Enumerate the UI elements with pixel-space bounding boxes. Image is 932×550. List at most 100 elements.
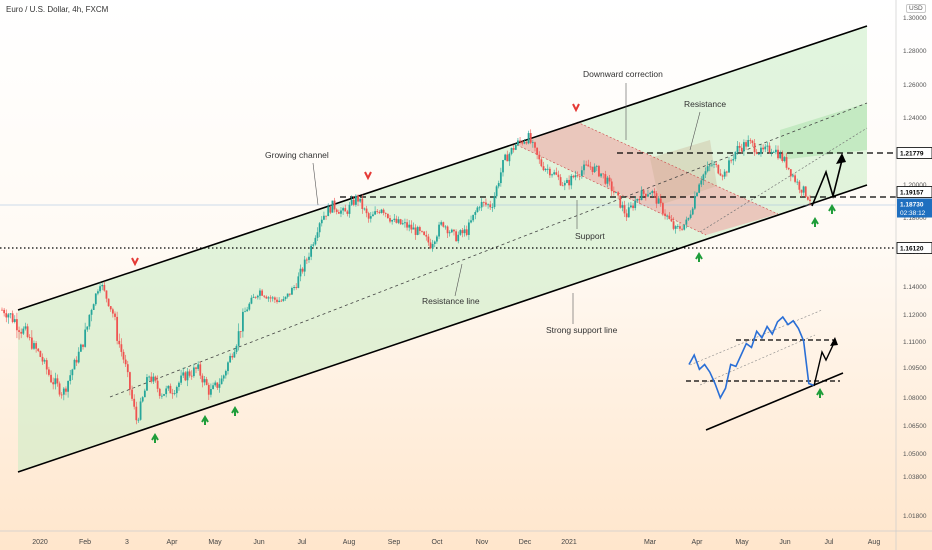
candle-body <box>359 198 362 202</box>
candle-body <box>13 319 16 322</box>
candle-body <box>531 142 534 144</box>
x-tick-label: Aug <box>868 539 881 546</box>
inset-support-line <box>705 372 844 431</box>
candle-body <box>789 169 792 177</box>
candle-body <box>48 369 50 375</box>
candle-body <box>367 213 370 219</box>
candle-body <box>749 140 752 141</box>
candle-body <box>141 397 144 402</box>
candle-body <box>188 371 191 376</box>
candle-body <box>399 219 402 225</box>
candle-body <box>167 385 170 389</box>
channel-fill <box>18 26 867 472</box>
candle-body <box>738 145 741 148</box>
candle-body <box>299 268 302 277</box>
candle-body <box>670 218 673 222</box>
channel-upper-line <box>17 25 868 311</box>
candle-body <box>467 222 470 235</box>
candle-body <box>393 218 396 220</box>
candle-body <box>186 371 189 381</box>
candle-body <box>65 388 67 392</box>
candle-body <box>178 382 180 387</box>
up-arrow-icon <box>231 406 239 416</box>
candle-body <box>150 376 153 382</box>
candle-body <box>137 419 140 421</box>
candle-body <box>224 371 227 376</box>
correction-channel <box>517 122 778 235</box>
candle-body <box>728 160 730 173</box>
candle-body <box>340 210 342 214</box>
candle-body <box>779 153 782 159</box>
price-tag <box>896 186 932 198</box>
price-tag-value: 1.19157 <box>900 190 924 197</box>
y-tick-label: 1.01800 <box>903 513 927 520</box>
candle-body <box>69 375 72 381</box>
candle-body <box>544 169 547 171</box>
candle-body <box>806 196 809 200</box>
candle-body <box>120 344 123 352</box>
candle-body <box>591 166 594 173</box>
candle-body <box>470 220 472 223</box>
candle-body <box>549 168 551 176</box>
candle-body <box>760 147 762 154</box>
candle-body <box>7 314 10 318</box>
candle-body <box>312 244 315 246</box>
candle-body <box>139 401 142 420</box>
candle-body <box>50 374 52 383</box>
candle-body <box>361 198 364 209</box>
candle-body <box>689 214 692 218</box>
candle-body <box>35 343 38 349</box>
candle-body <box>561 185 564 187</box>
candle-body <box>425 234 428 237</box>
candle-body <box>785 157 788 168</box>
candle-body <box>133 398 136 407</box>
candle-body <box>521 141 524 144</box>
candle-body <box>623 205 626 214</box>
candle-body <box>222 375 225 379</box>
candle-body <box>73 359 76 370</box>
candle-body <box>453 229 455 232</box>
candle-body <box>401 223 404 225</box>
candle-body <box>796 181 799 183</box>
candle-body <box>421 230 423 232</box>
candle-body <box>158 388 161 396</box>
candle-body <box>610 181 613 192</box>
candle-body <box>62 388 65 395</box>
candle-body <box>792 175 794 177</box>
candle-body <box>3 309 6 314</box>
candle-body <box>58 383 61 395</box>
candle-body <box>310 245 313 257</box>
candle-body <box>256 295 259 298</box>
candle-body <box>122 351 125 360</box>
candle-body <box>148 376 151 378</box>
candle-body <box>75 359 78 363</box>
x-tick-label: Aug <box>343 539 356 546</box>
candle-body <box>655 193 658 204</box>
price-tag <box>897 198 932 218</box>
candle-body <box>261 290 263 296</box>
candle-body <box>657 198 660 204</box>
candle-body <box>740 147 743 152</box>
candle-body <box>768 145 771 153</box>
candle-body <box>397 219 400 223</box>
candle-body <box>723 171 726 177</box>
candle-body <box>30 337 33 349</box>
y-tick-label: 1.06500 <box>903 423 927 430</box>
candle-body <box>146 377 148 391</box>
candle-body <box>478 207 481 209</box>
x-tick-label: 2020 <box>32 539 48 546</box>
price-tag-value: 1.16120 <box>900 246 924 253</box>
candle-body <box>316 232 319 238</box>
candle-body <box>681 228 683 230</box>
candle-body <box>674 226 677 229</box>
candle-body <box>719 173 722 176</box>
candle-body <box>783 157 786 162</box>
candle-body <box>380 209 383 213</box>
candle-body <box>212 385 214 390</box>
candle-body <box>502 160 504 173</box>
candle-body <box>248 303 251 310</box>
x-tick-label: Apr <box>692 539 704 546</box>
candle-body <box>325 215 327 217</box>
candle-body <box>342 208 345 211</box>
